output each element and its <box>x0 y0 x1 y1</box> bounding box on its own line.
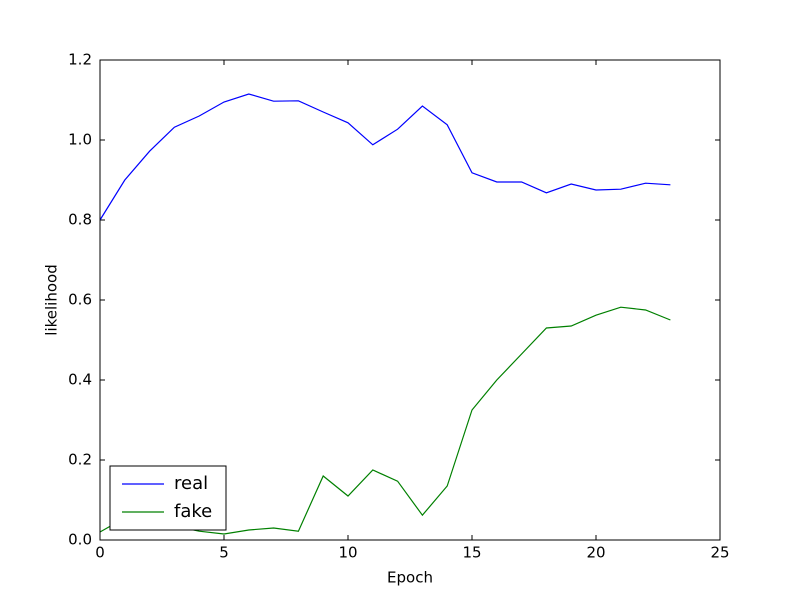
y-tick-label: 1.0 <box>68 131 92 149</box>
x-tick-label: 10 <box>338 544 357 562</box>
y-tick-label: 0.0 <box>68 531 92 549</box>
line-series <box>99 93 671 221</box>
x-tick-label: 25 <box>710 544 729 562</box>
plot-frame <box>99 59 721 541</box>
y-tick-label: 0.6 <box>68 291 92 309</box>
legend-label: fake <box>174 501 212 522</box>
x-tick-label: 20 <box>586 544 605 562</box>
y-tick-label: 1.2 <box>68 51 92 69</box>
x-tick-label: 0 <box>95 544 105 562</box>
y-axis-label: likelihood <box>43 264 61 335</box>
x-tick-label: 5 <box>219 544 229 562</box>
legend-box <box>109 465 227 531</box>
legend-label: real <box>174 473 208 494</box>
y-tick-label: 0.8 <box>68 211 92 229</box>
y-tick-label: 0.4 <box>68 371 92 389</box>
y-tick-label: 0.2 <box>68 451 92 469</box>
x-tick-label: 15 <box>462 544 481 562</box>
x-axis-label: Epoch <box>387 569 433 587</box>
